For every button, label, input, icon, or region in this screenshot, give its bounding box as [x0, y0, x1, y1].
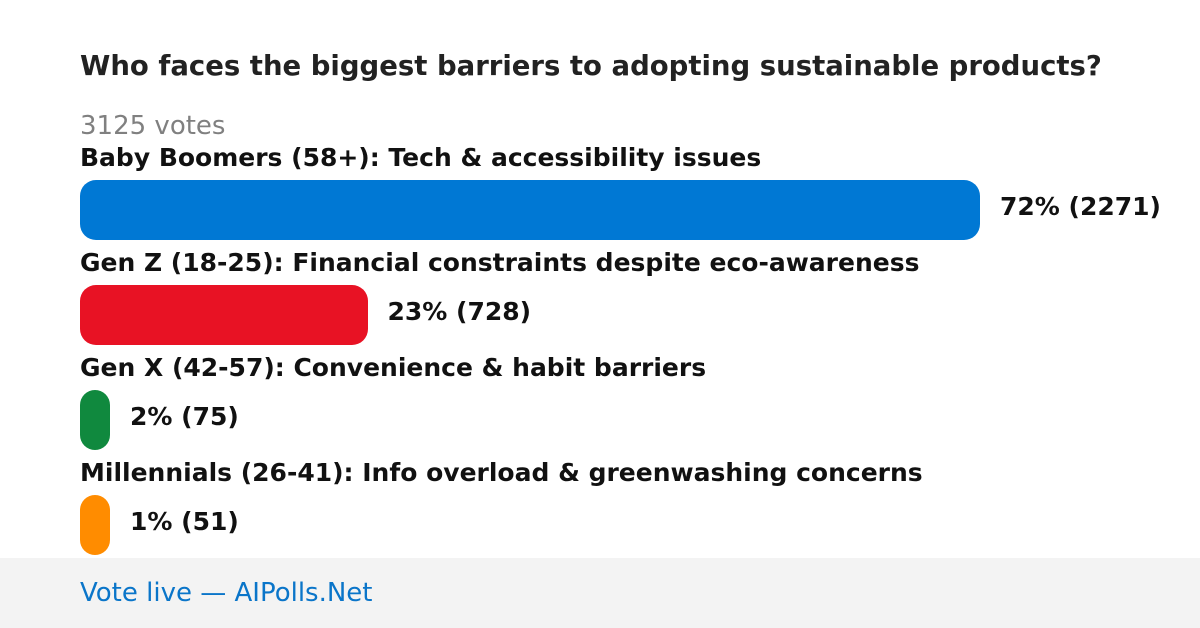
option-label: Gen X (42-57): Convenience & habit barri… [80, 353, 707, 382]
vote-count: 3125 votes [80, 111, 226, 141]
option-label: Millennials (26-41): Info overload & gre… [80, 458, 923, 487]
option-value-label: 1% (51) [130, 507, 239, 536]
option-label: Baby Boomers (58+): Tech & accessibility… [80, 143, 762, 172]
footer: Vote live — AIPolls.Net [0, 558, 1200, 628]
option-label: Gen Z (18-25): Financial constraints des… [80, 248, 920, 277]
poll-option: Gen Z (18-25): Financial constraints des… [80, 248, 1190, 348]
poll-option: Gen X (42-57): Convenience & habit barri… [80, 353, 1190, 453]
poll-option: Millennials (26-41): Info overload & gre… [80, 458, 1190, 558]
option-value-label: 72% (2271) [1000, 192, 1161, 221]
poll-title: Who faces the biggest barriers to adopti… [80, 50, 1102, 82]
option-bar [80, 285, 368, 345]
option-bar [80, 495, 110, 555]
vote-live-link[interactable]: Vote live — AIPolls.Net [80, 578, 373, 608]
option-value-label: 2% (75) [130, 402, 239, 431]
poll-option: Baby Boomers (58+): Tech & accessibility… [80, 143, 1190, 243]
option-bar [80, 180, 980, 240]
option-bar [80, 390, 110, 450]
option-value-label: 23% (728) [387, 297, 532, 326]
